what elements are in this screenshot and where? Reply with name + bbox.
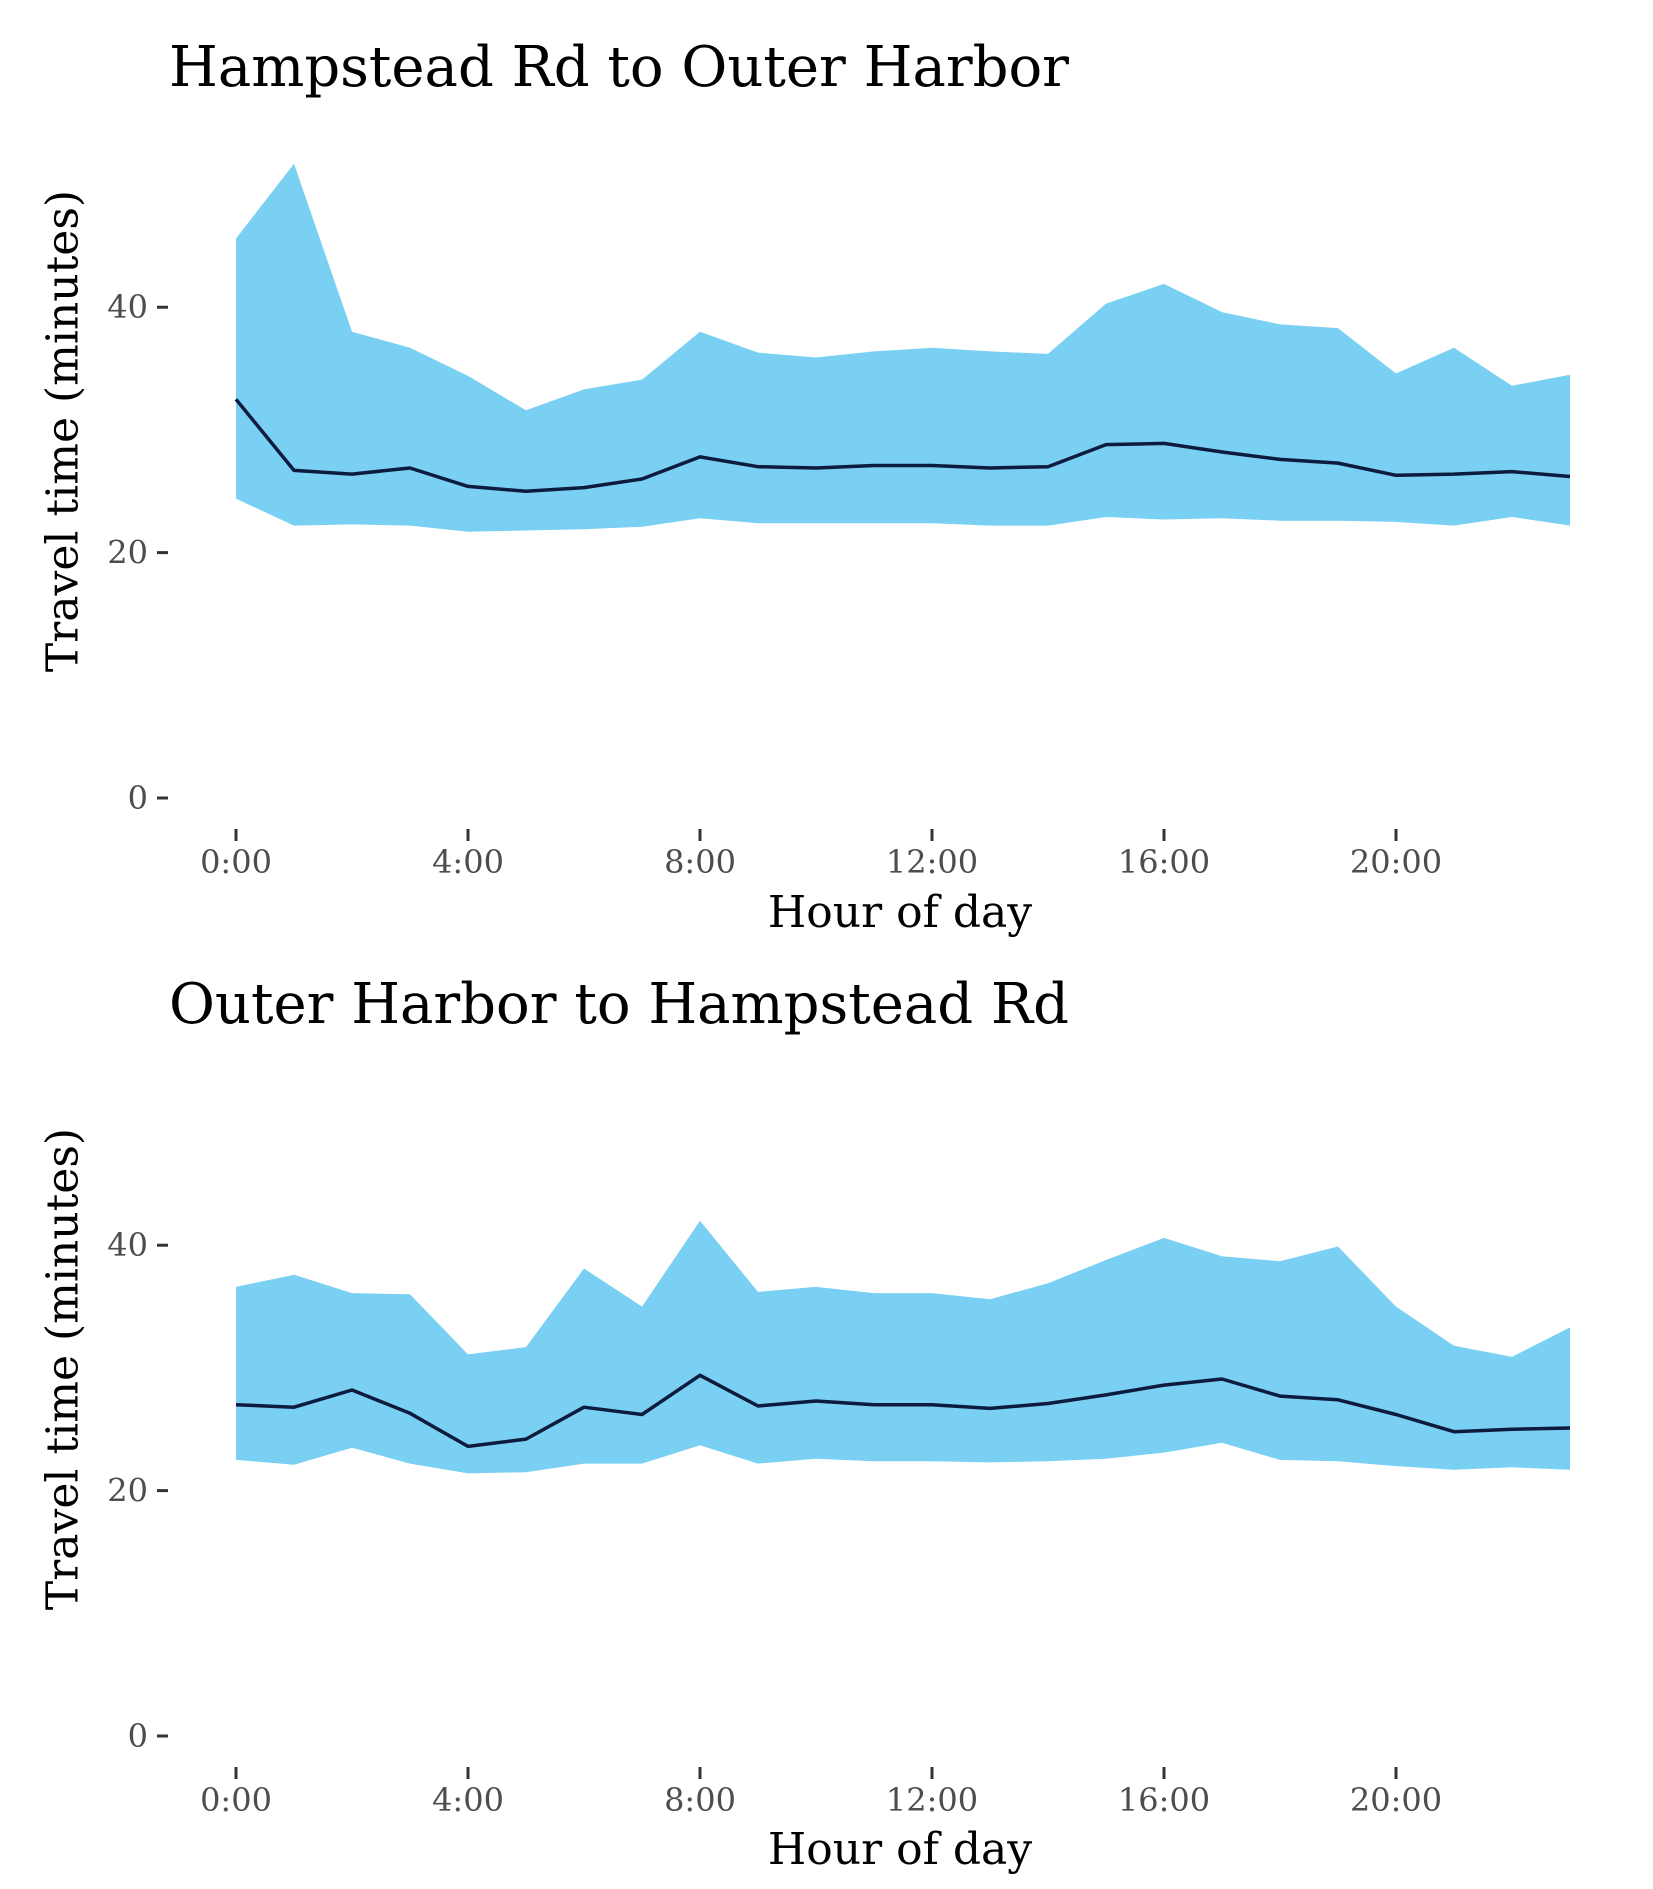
- y-tick-label: 20: [107, 1472, 148, 1510]
- y-tick-label: 40: [107, 288, 148, 326]
- x-axis-title: Hour of day: [768, 1824, 1032, 1875]
- x-tick-label: 4:00: [432, 843, 504, 881]
- series-range-band: [236, 163, 1570, 532]
- x-tick-label: 20:00: [1350, 1781, 1442, 1819]
- series-median-line: [234, 398, 1571, 494]
- chart-title: Hampstead Rd to Outer Harbor: [169, 35, 1069, 100]
- chart-title: Outer Harbor to Hampstead Rd: [169, 972, 1069, 1037]
- x-tick-label: 12:00: [886, 843, 978, 881]
- chart-panel: 0 20 40 0:00 4:00 8:00 12:00 16:00 20:00 Hampstea…: [38, 35, 1571, 938]
- x-tick-label: 12:00: [886, 1781, 978, 1819]
- x-tick-label: 8:00: [664, 843, 736, 881]
- chart-panel: 0 20 40 0:00 4:00 8:00 12:00 16:00 20:00 Outer Ha…: [38, 972, 1571, 1875]
- x-tick-label: 4:00: [432, 1781, 504, 1819]
- y-axis-title: Travel time (minutes): [38, 1128, 89, 1610]
- x-tick-label: 16:00: [1118, 1781, 1210, 1819]
- y-tick-label: 0: [128, 779, 148, 817]
- y-tick-label: 40: [107, 1226, 148, 1264]
- x-tick-label: 20:00: [1350, 843, 1442, 881]
- y-tick-label: 20: [107, 534, 148, 572]
- x-axis-title: Hour of day: [768, 887, 1032, 938]
- series-range-band: [236, 1220, 1570, 1474]
- y-axis-title: Travel time (minutes): [38, 190, 89, 672]
- x-tick-label: 8:00: [664, 1781, 736, 1819]
- x-tick-label: 16:00: [1118, 843, 1210, 881]
- x-tick-label: 0:00: [200, 843, 272, 881]
- x-tick-label: 0:00: [200, 1781, 272, 1819]
- y-tick-label: 0: [128, 1717, 148, 1755]
- series-median-line: [235, 1373, 1571, 1449]
